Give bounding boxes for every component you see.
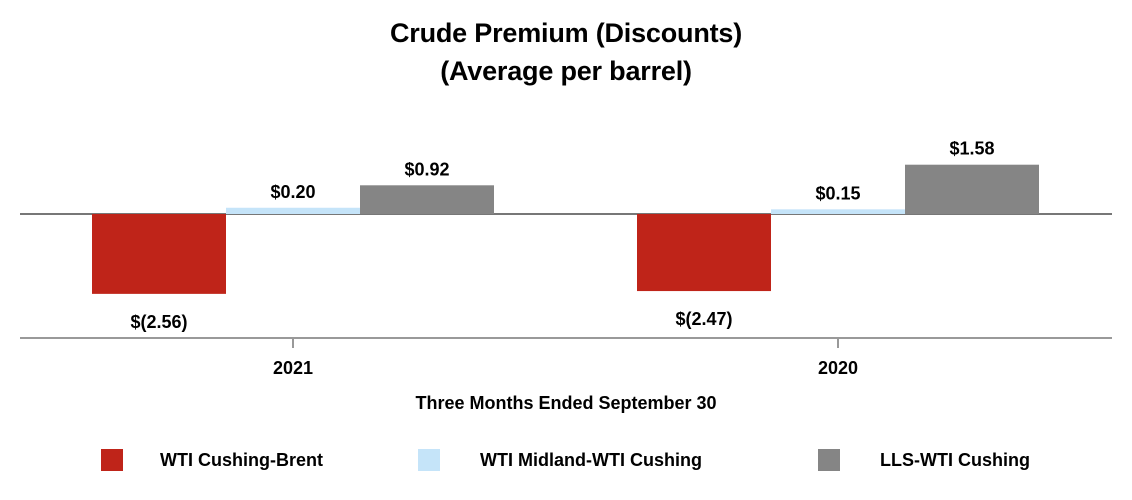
chart-subtitle: (Average per barrel)	[440, 56, 692, 86]
bar-lls-wti-cushing-2021	[360, 185, 494, 214]
legend-swatch-wti-midland-wti-cushing	[418, 449, 440, 471]
x-tick-label-2021: 2021	[273, 358, 313, 378]
bar-wti-midland-wti-cushing-2020	[771, 209, 905, 214]
data-label-wti-cushing-brent-2021: $(2.56)	[130, 312, 187, 332]
legend-label-wti-cushing-brent: WTI Cushing-Brent	[160, 450, 323, 470]
x-axis-label: Three Months Ended September 30	[415, 393, 716, 413]
data-label-lls-wti-cushing-2021: $0.92	[404, 159, 449, 179]
bar-wti-cushing-brent-2020	[637, 214, 771, 292]
data-label-wti-midland-wti-cushing-2021: $0.20	[270, 182, 315, 202]
legend-label-lls-wti-cushing: LLS-WTI Cushing	[880, 450, 1030, 470]
data-label-wti-cushing-brent-2020: $(2.47)	[675, 309, 732, 329]
legend-swatch-wti-cushing-brent	[101, 449, 123, 471]
legend-swatch-lls-wti-cushing	[818, 449, 840, 471]
bar-lls-wti-cushing-2020	[905, 164, 1039, 214]
data-label-lls-wti-cushing-2020: $1.58	[949, 139, 994, 159]
chart-title: Crude Premium (Discounts)	[389, 18, 743, 48]
bar-wti-midland-wti-cushing-2021	[226, 207, 360, 214]
bar-wti-cushing-brent-2021	[92, 214, 226, 294]
data-label-wti-midland-wti-cushing-2020: $0.15	[815, 183, 860, 203]
x-tick-label-2020: 2020	[818, 358, 858, 378]
legend-label-wti-midland-wti-cushing: WTI Midland-WTI Cushing	[480, 450, 702, 470]
